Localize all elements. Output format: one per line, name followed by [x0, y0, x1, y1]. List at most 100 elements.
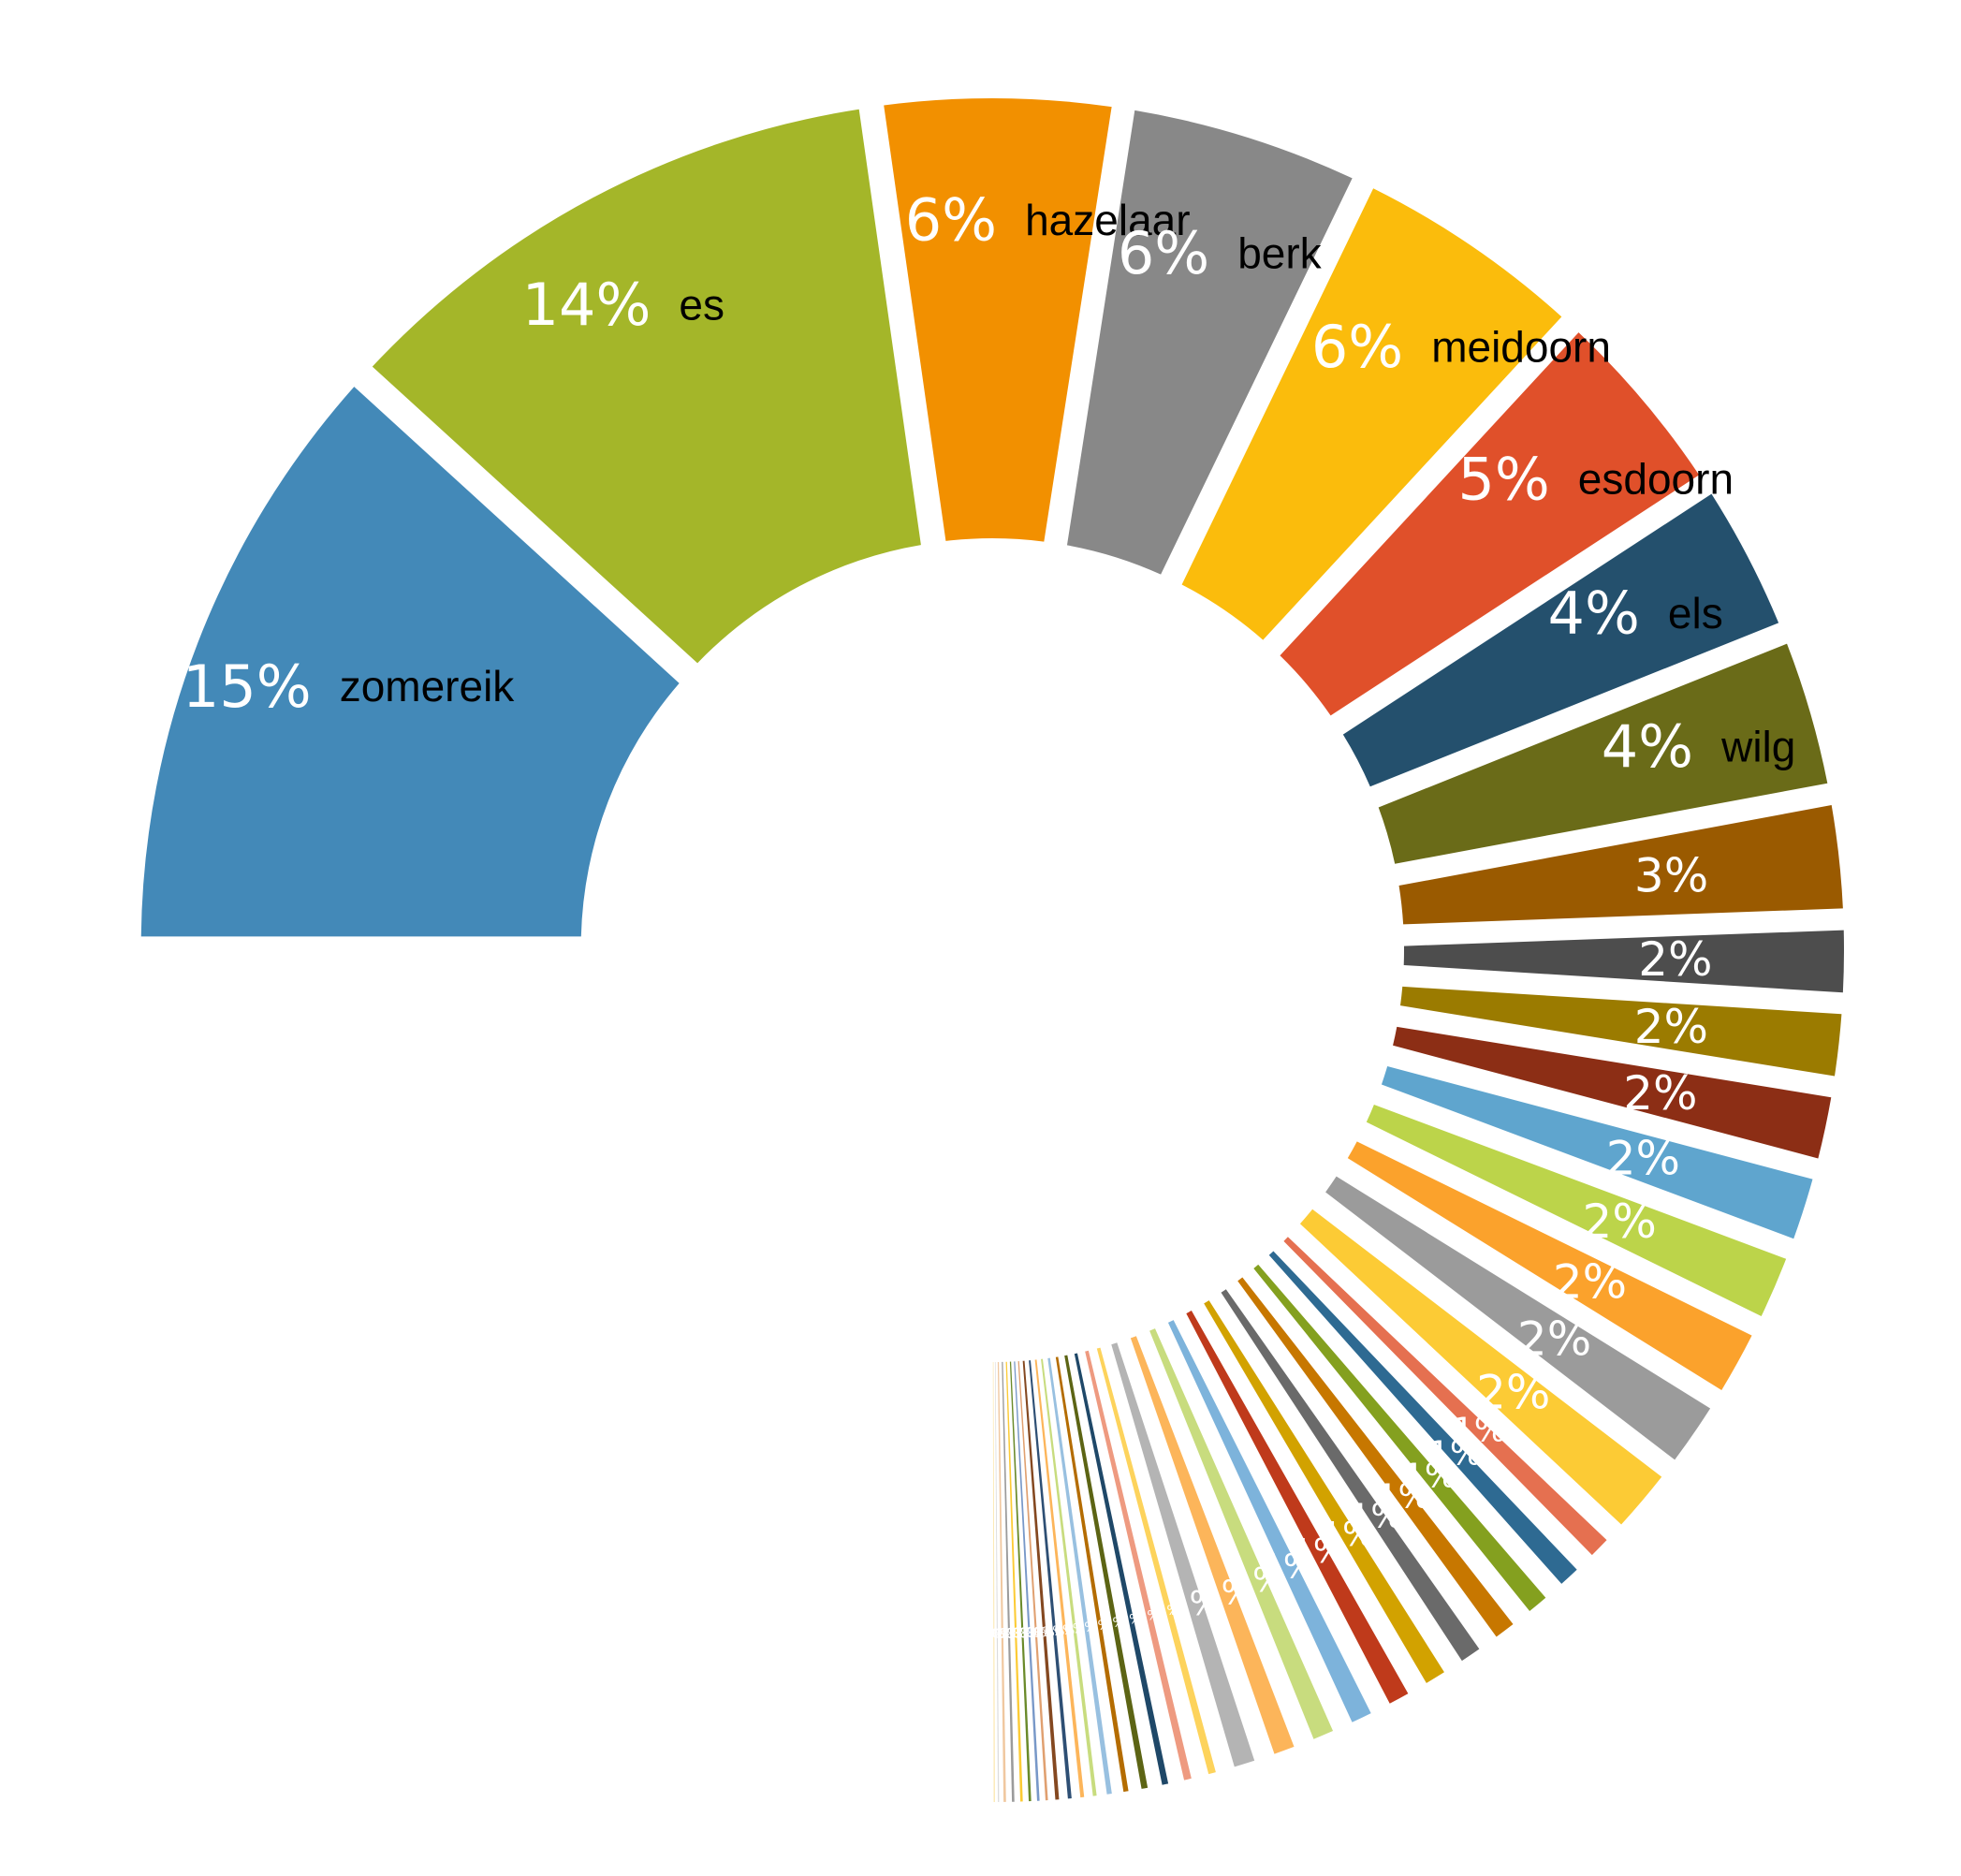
- slice-item-17: [1299, 1209, 1662, 1525]
- percent-label: 0%: [984, 1627, 1004, 1642]
- slice-item-27: [1130, 1336, 1295, 1754]
- percent-label: 15%: [183, 652, 312, 721]
- percent-label: 4%: [1602, 712, 1693, 781]
- slice-item-21: [1237, 1277, 1514, 1637]
- slice-item-29: [1096, 1347, 1216, 1775]
- slice-item-33: [1055, 1356, 1129, 1793]
- percent-label: 0%: [999, 1627, 1019, 1642]
- percent-label: 6%: [1118, 219, 1209, 287]
- percent-label: 2%: [1634, 1000, 1708, 1054]
- percent-label: 0%: [1064, 1622, 1085, 1637]
- percent-label: 2%: [1638, 932, 1712, 987]
- slice-es: [372, 109, 921, 664]
- percent-label: 1%: [1428, 1435, 1482, 1473]
- slice-item-46: [992, 1361, 995, 1802]
- percent-label: 2%: [1553, 1254, 1627, 1309]
- slice-zomereik: [140, 387, 680, 937]
- slice-item-37: [1029, 1360, 1072, 1799]
- percent-label: 4%: [1548, 579, 1640, 648]
- percent-label: 6%: [905, 186, 997, 255]
- percent-label: 1%: [1453, 1412, 1506, 1450]
- slice-item-10: [1403, 930, 1844, 993]
- slice-item-20: [1253, 1264, 1546, 1612]
- percent-label: 2%: [1606, 1131, 1680, 1185]
- category-label: wilg: [1720, 723, 1795, 771]
- slice-item-26: [1149, 1328, 1334, 1739]
- percent-label: 0%: [1005, 1627, 1026, 1642]
- percent-label: 0%: [1054, 1623, 1075, 1638]
- slice-item-13: [1381, 1066, 1813, 1239]
- percent-label: 0%: [1120, 1613, 1141, 1628]
- percent-label: 0%: [1034, 1625, 1055, 1640]
- slice-item-40: [1014, 1361, 1040, 1801]
- slice-item-30: [1085, 1350, 1192, 1781]
- percent-label: 1%: [1231, 1561, 1284, 1600]
- percent-label: 1%: [1138, 1608, 1159, 1623]
- slice-item-19: [1268, 1251, 1577, 1584]
- percent-label: 1%: [1321, 1516, 1374, 1554]
- slice-item-25: [1167, 1320, 1371, 1722]
- percent-label: 0%: [1076, 1620, 1096, 1635]
- percent-label: 0%: [1104, 1616, 1124, 1631]
- slice-item-36: [1034, 1359, 1085, 1798]
- percent-label: 2%: [1517, 1312, 1591, 1367]
- slice-meidoorn: [1181, 188, 1562, 640]
- category-label: els: [1668, 589, 1723, 638]
- percent-label: 5%: [1457, 445, 1549, 513]
- slice-item-22: [1221, 1289, 1480, 1662]
- slice-item-15: [1347, 1141, 1752, 1390]
- percent-label: 6%: [1311, 313, 1403, 381]
- slice-item-12: [1393, 1026, 1832, 1159]
- percent-label: 2%: [1623, 1066, 1697, 1121]
- slice-esdoorn: [1280, 332, 1700, 716]
- slice-item-43: [1002, 1361, 1015, 1802]
- slice-item-38: [1022, 1360, 1060, 1800]
- slice-item-41: [1009, 1361, 1032, 1802]
- slice-item-32: [1064, 1355, 1149, 1789]
- slice-item-28: [1111, 1342, 1255, 1767]
- slice-item-16: [1325, 1176, 1711, 1460]
- slice-wilg: [1378, 643, 1828, 864]
- percent-label: 0%: [1090, 1619, 1110, 1634]
- percent-label: 1%: [1168, 1585, 1222, 1623]
- percent-label: 2%: [1476, 1366, 1550, 1420]
- category-label: esdoorn: [1578, 455, 1734, 504]
- slice-els: [1342, 493, 1779, 787]
- percent-label: 1%: [1349, 1498, 1402, 1536]
- slice-item-18: [1283, 1237, 1607, 1556]
- slice-item-14: [1366, 1104, 1787, 1317]
- slice-item-35: [1041, 1358, 1097, 1796]
- slice-item-44: [997, 1361, 1006, 1802]
- slice-item-23: [1204, 1300, 1444, 1683]
- slice-item-39: [1017, 1361, 1048, 1801]
- category-label: es: [679, 280, 724, 329]
- slice-item-45: [994, 1361, 1000, 1802]
- percent-label: 0%: [1026, 1625, 1046, 1640]
- slice-item-11: [1399, 986, 1842, 1077]
- percent-label: 1%: [1200, 1574, 1253, 1612]
- category-label: meidoorn: [1431, 322, 1611, 371]
- percent-label: 3%: [1634, 848, 1708, 902]
- slice-item-31: [1074, 1353, 1169, 1785]
- percent-label: 0%: [1018, 1626, 1039, 1641]
- category-label: berk: [1237, 228, 1322, 277]
- slice-item-42: [1005, 1361, 1023, 1802]
- percent-label: 1%: [1292, 1532, 1345, 1571]
- percent-label: 0%: [987, 1627, 1007, 1642]
- category-label: zomereik: [340, 662, 516, 711]
- slice-hazelaar: [884, 98, 1112, 542]
- slice-item-34: [1047, 1357, 1112, 1795]
- slice-item-24: [1186, 1311, 1409, 1704]
- percent-label: 1%: [1403, 1457, 1456, 1495]
- slice-berk: [1066, 110, 1353, 575]
- percent-label: 1%: [1262, 1547, 1315, 1586]
- percent-label: 0%: [992, 1627, 1013, 1642]
- percent-label: 0%: [1044, 1624, 1064, 1639]
- slice-item-9: [1398, 805, 1843, 925]
- percent-label: 2%: [1583, 1194, 1657, 1249]
- percent-label: 14%: [522, 271, 651, 339]
- slices-group: [140, 98, 1844, 1802]
- percent-label: 1%: [1158, 1604, 1178, 1619]
